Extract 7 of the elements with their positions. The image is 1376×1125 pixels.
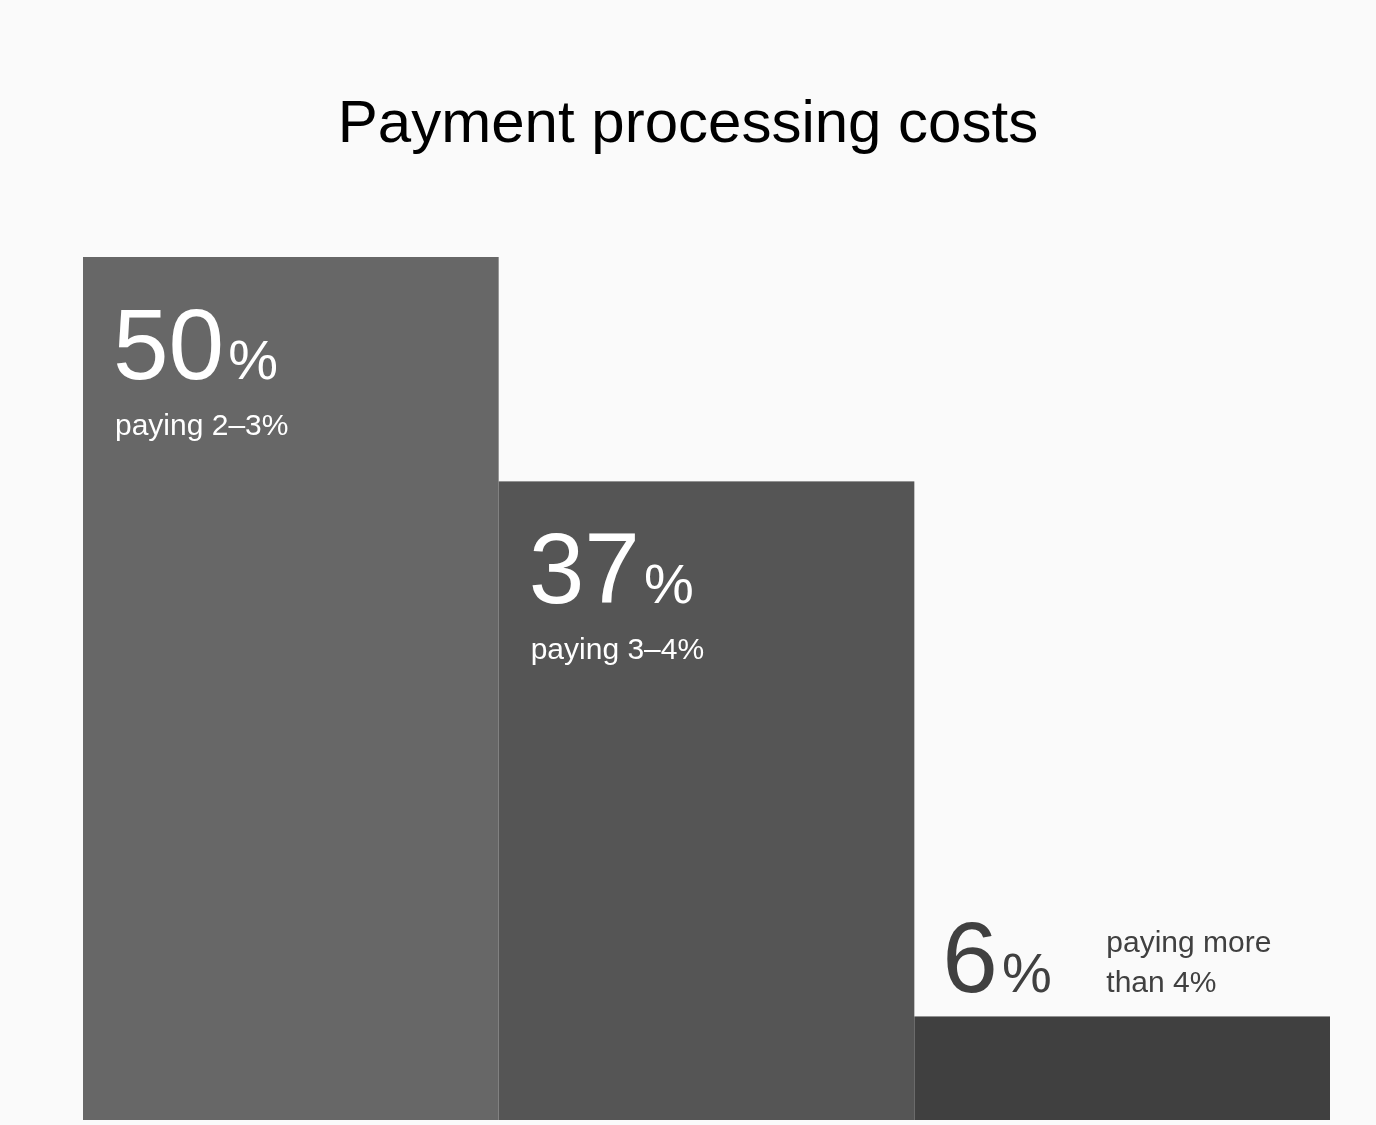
x-tick-label: paying 2–3%	[115, 408, 289, 441]
x-tick-label: paying 3–4%	[530, 632, 705, 666]
chart-title: Payment processing costs	[337, 88, 1039, 155]
x-tick-label: paying more than 4%	[1106, 925, 1272, 999]
data-label: 37%	[528, 512, 694, 625]
data-label: 6%	[942, 901, 1052, 1014]
data-label: 50%	[113, 288, 279, 400]
